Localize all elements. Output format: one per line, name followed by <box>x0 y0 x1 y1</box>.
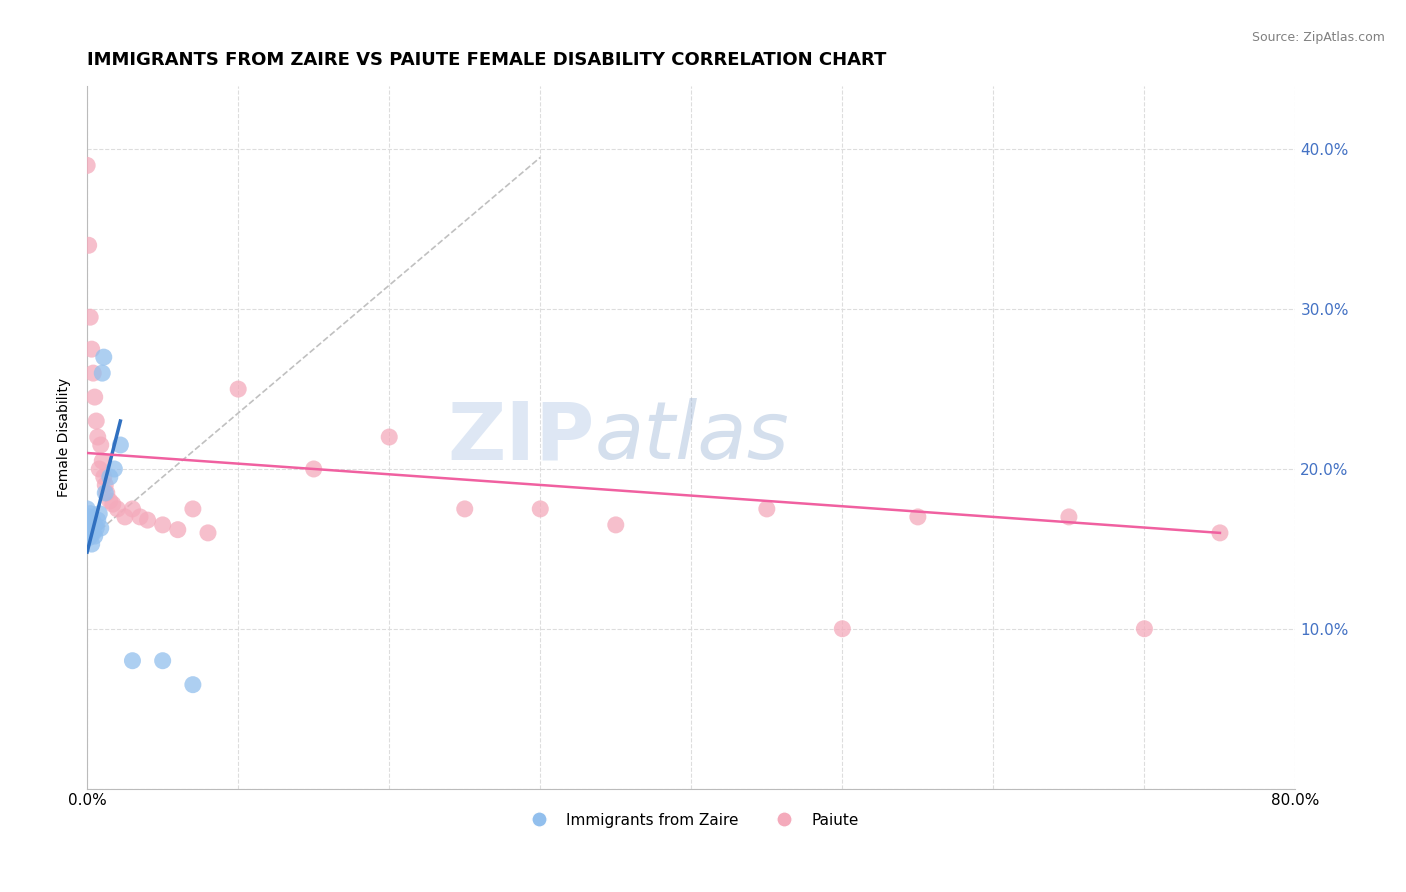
Point <box>755 502 778 516</box>
Point <box>605 517 627 532</box>
Point <box>80 525 103 540</box>
Point <box>83 517 105 532</box>
Text: Source: ZipAtlas.com: Source: ZipAtlas.com <box>1251 31 1385 45</box>
Point <box>89 462 111 476</box>
Text: atlas: atlas <box>595 398 789 476</box>
Point <box>181 502 204 516</box>
Point <box>152 517 174 532</box>
Point <box>79 507 101 521</box>
Point <box>77 531 100 545</box>
Point <box>378 430 401 444</box>
Point <box>121 502 143 516</box>
Point <box>76 513 98 527</box>
Point <box>166 523 188 537</box>
Point <box>907 509 929 524</box>
Point <box>83 390 105 404</box>
Point <box>77 238 100 252</box>
Point <box>79 529 101 543</box>
Point <box>83 529 105 543</box>
Point <box>103 462 125 476</box>
Point <box>82 515 104 529</box>
Y-axis label: Female Disability: Female Disability <box>58 377 72 497</box>
Point <box>79 517 101 532</box>
Point <box>114 509 136 524</box>
Point <box>89 507 111 521</box>
Point <box>80 342 103 356</box>
Point <box>226 382 249 396</box>
Point <box>84 414 107 428</box>
Point <box>129 509 152 524</box>
Point <box>77 521 100 535</box>
Legend: Immigrants from Zaire, Paiute: Immigrants from Zaire, Paiute <box>517 806 866 834</box>
Point <box>90 438 112 452</box>
Point <box>454 502 477 516</box>
Point <box>87 513 110 527</box>
Text: ZIP: ZIP <box>447 398 595 476</box>
Point <box>91 454 114 468</box>
Point <box>831 622 853 636</box>
Point <box>101 497 124 511</box>
Point <box>1209 525 1232 540</box>
Point <box>80 513 103 527</box>
Point <box>76 502 98 516</box>
Point <box>98 470 121 484</box>
Point <box>94 486 117 500</box>
Point <box>121 654 143 668</box>
Point <box>105 502 128 516</box>
Point <box>152 654 174 668</box>
Point <box>136 513 159 527</box>
Text: IMMIGRANTS FROM ZAIRE VS PAIUTE FEMALE DISABILITY CORRELATION CHART: IMMIGRANTS FROM ZAIRE VS PAIUTE FEMALE D… <box>87 51 887 69</box>
Point <box>98 494 121 508</box>
Point <box>1057 509 1080 524</box>
Point <box>96 486 118 500</box>
Point <box>1133 622 1156 636</box>
Point <box>529 502 551 516</box>
Point <box>93 350 115 364</box>
Point <box>77 509 100 524</box>
Point <box>181 678 204 692</box>
Point <box>197 525 219 540</box>
Point <box>93 470 115 484</box>
Point <box>79 310 101 325</box>
Point <box>82 366 104 380</box>
Point <box>84 521 107 535</box>
Point <box>91 366 114 380</box>
Point <box>80 537 103 551</box>
Point <box>110 438 132 452</box>
Point <box>82 525 104 540</box>
Point <box>87 430 110 444</box>
Point <box>94 478 117 492</box>
Point <box>76 523 98 537</box>
Point <box>302 462 325 476</box>
Point <box>90 521 112 535</box>
Point <box>76 158 98 172</box>
